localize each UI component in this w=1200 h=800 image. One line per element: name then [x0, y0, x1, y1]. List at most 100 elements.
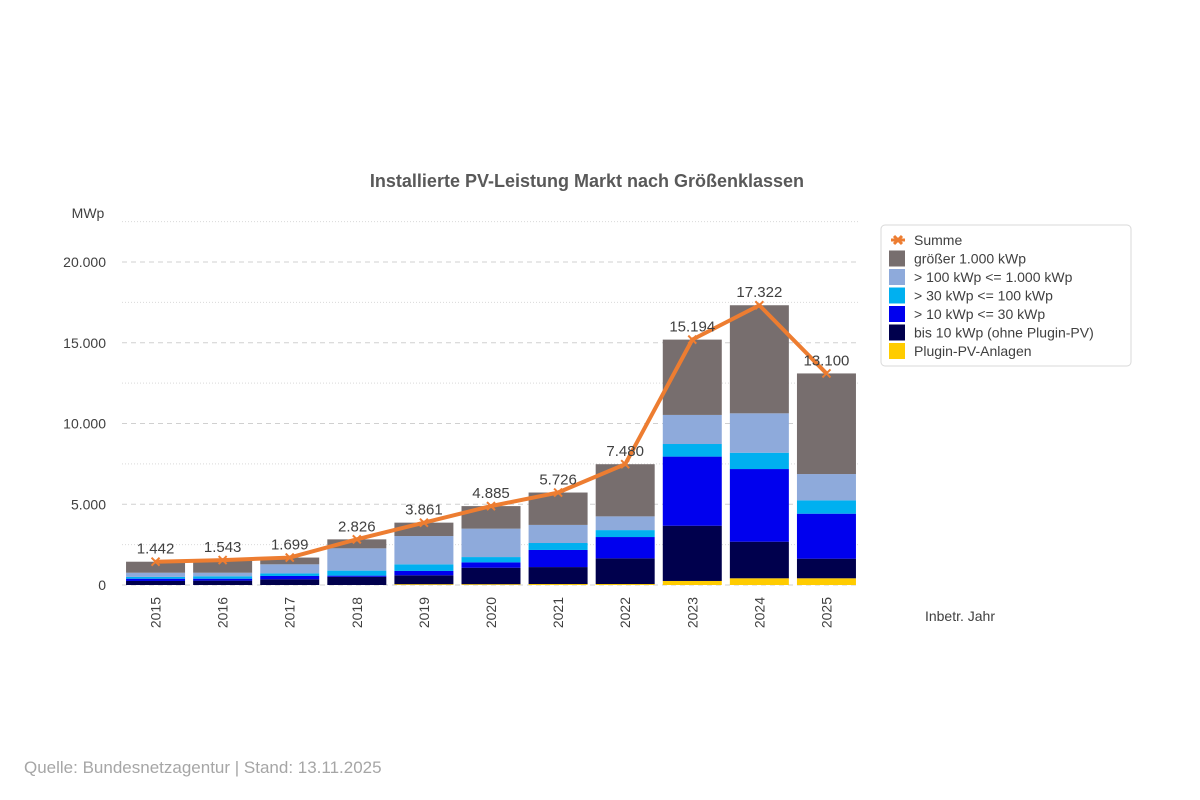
bar-segment: [461, 562, 521, 568]
data-label: 5.726: [539, 472, 577, 489]
bar-segment: [662, 414, 722, 445]
bar-segment: [394, 564, 454, 571]
y-tick-label: 20.000: [63, 254, 106, 270]
bar-segment: [193, 560, 253, 573]
bar-segment: [528, 549, 588, 568]
bar-segment: [796, 373, 856, 475]
data-label: 13.100: [804, 352, 850, 369]
bar-segment: [193, 580, 253, 585]
bar-segment: [595, 516, 655, 531]
sum-marker: [217, 555, 228, 565]
sum-marker: [150, 557, 161, 567]
bar-segment: [394, 536, 454, 565]
bar-segment: [126, 578, 186, 581]
bar-segment: [394, 570, 454, 576]
bar-segment: [260, 575, 320, 580]
source-note: Quelle: Bundesnetzagentur | Stand: 13.11…: [24, 758, 382, 777]
x-axis-label: Inbetr. Jahr: [925, 608, 995, 624]
bar-segment: [260, 557, 320, 565]
legend-swatch: [889, 287, 905, 304]
bar-segment: [595, 530, 655, 538]
bar-segment: [595, 584, 655, 585]
sum-marker: [352, 534, 362, 545]
bar-segment: [126, 580, 186, 585]
x-tick-label: 2015: [148, 597, 164, 628]
sum-marker: [419, 517, 429, 528]
legend-label: > 30 kWp <= 100 kWp: [914, 288, 1053, 304]
x-tick-label: 2023: [684, 597, 700, 628]
sum-marker: [486, 501, 496, 511]
y-tick-label: 15.000: [63, 335, 106, 351]
bar-segment: [595, 558, 655, 585]
data-label: 3.861: [405, 502, 443, 519]
bar-segment: [193, 572, 253, 577]
x-tick-label: 2024: [751, 597, 767, 628]
bar-segment: [461, 584, 521, 585]
sum-marker: [687, 334, 697, 345]
bar-segment: [662, 444, 722, 457]
x-tick-label: 2022: [617, 597, 633, 628]
x-tick-label: 2017: [282, 597, 298, 628]
bar-segment: [528, 584, 588, 585]
bar-segment: [327, 576, 387, 585]
bar-segment: [796, 558, 856, 579]
bar-segment: [796, 513, 856, 559]
bar-segment: [528, 524, 588, 544]
bar-segment: [260, 573, 320, 576]
sum-marker: [821, 368, 832, 379]
bar-segment: [260, 564, 320, 574]
bar-segment: [796, 500, 856, 514]
bar-segment: [327, 570, 387, 576]
x-tick-label: 2016: [215, 597, 231, 628]
sum-marker: [754, 300, 765, 310]
bar-segment: [193, 578, 253, 581]
bar-segment: [729, 305, 789, 414]
legend-label: Plugin-PV-Anlagen: [914, 343, 1032, 359]
bar-segment: [260, 579, 320, 585]
bar-segment: [394, 575, 454, 585]
x-tick-label: 2018: [349, 597, 365, 628]
legend-swatch: [889, 324, 905, 341]
bar-segment: [461, 557, 521, 563]
legend-label: > 10 kWp <= 30 kWp: [914, 306, 1045, 322]
bar-segment: [662, 580, 722, 585]
bar-segment: [126, 576, 186, 579]
y-axis-label: MWp: [72, 205, 105, 221]
bar-segment: [528, 543, 588, 550]
data-label: 1.699: [271, 537, 309, 554]
bar-segment: [461, 567, 521, 585]
bar-segment: [327, 539, 387, 549]
legend-box: [880, 224, 1132, 367]
bar-segment: [394, 584, 454, 585]
legend-swatch: [889, 250, 905, 267]
data-label: 1.442: [137, 541, 175, 558]
chart-title: Installierte PV-Leistung Markt nach Größ…: [370, 171, 804, 191]
bar-segment: [796, 578, 856, 585]
legend-swatch: [889, 269, 905, 285]
sum-marker: [285, 552, 295, 563]
bar-segment: [662, 456, 722, 526]
bar-segment: [729, 413, 789, 453]
data-label: 15.194: [669, 319, 715, 336]
bar-segment: [729, 452, 789, 470]
bar-segment: [461, 528, 521, 558]
data-label: 7.480: [606, 443, 644, 460]
bar-segment: [327, 548, 387, 571]
legend-marker-summe: [891, 234, 905, 246]
legend-label: bis 10 kWp (ohne Plugin-PV): [914, 325, 1094, 341]
bar-segment: [193, 576, 253, 579]
data-label: 4.885: [472, 485, 510, 502]
data-label: 2.826: [338, 518, 376, 535]
sum-marker: [553, 487, 563, 498]
x-tick-label: 2019: [416, 597, 432, 628]
y-tick-label: 5.000: [71, 496, 106, 512]
x-tick-label: 2025: [818, 597, 834, 628]
bar-segment: [595, 537, 655, 559]
sum-marker: [620, 459, 630, 469]
legend-swatch: [889, 306, 905, 322]
y-tick-label: 10.000: [63, 416, 106, 432]
legend-label: > 100 kWp <= 1.000 kWp: [914, 269, 1073, 285]
bar-segment: [662, 525, 722, 581]
